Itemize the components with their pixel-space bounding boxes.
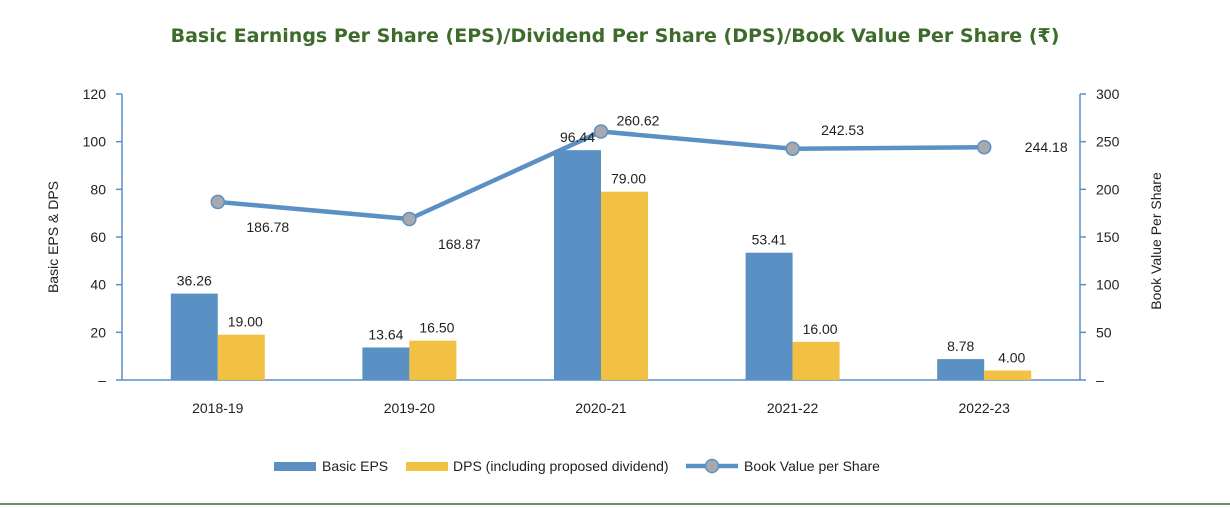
dps-value-label: 4.00: [998, 349, 1025, 365]
left-tick-label: 120: [83, 86, 107, 102]
data-labels: 36.26 13.64 96.44 53.41 8.78 19.00 16.50 79.00 1…: [177, 113, 1068, 366]
legend-swatch-marker: [704, 458, 720, 474]
dps-value-label: 79.00: [611, 171, 646, 187]
legend-label-eps: Basic EPS: [322, 458, 388, 474]
eps-bar: [362, 347, 410, 380]
eps-value-label: 96.44: [560, 129, 595, 145]
legend-label-book-value: Book Value per Share: [744, 458, 880, 474]
dps-bar: [984, 370, 1032, 380]
legend-swatch-dps: [406, 462, 448, 471]
book-value-label: 186.78: [246, 219, 289, 235]
book-value-label: 168.87: [438, 236, 481, 252]
left-tick-label: –: [98, 372, 106, 388]
eps-value-label: 13.64: [368, 326, 403, 342]
dps-value-label: 16.00: [803, 321, 838, 337]
dps-bar: [601, 191, 648, 380]
chart-legend: Basic EPS DPS (including proposed dividen…: [274, 458, 880, 474]
dps-value-label: 19.00: [228, 314, 263, 330]
x-tick-label: 2022-23: [959, 400, 1011, 416]
right-tick-label: –: [1096, 372, 1104, 388]
right-tick-label: 300: [1096, 86, 1120, 102]
line-marks: [210, 124, 992, 227]
left-tick-label: 40: [90, 277, 106, 293]
book-value-marker: [402, 211, 417, 227]
left-tick-label: 60: [90, 229, 106, 245]
x-tick-label: 2018-19: [192, 400, 244, 416]
book-value-marker: [785, 141, 800, 157]
book-value-label: 260.62: [617, 113, 660, 129]
eps-bar: [937, 359, 985, 380]
x-tick-label: 2019-20: [384, 400, 436, 416]
eps-value-label: 8.78: [947, 338, 974, 354]
book-value-label: 242.53: [821, 122, 864, 138]
eps-value-label: 36.26: [177, 273, 212, 289]
right-tick-label: 100: [1096, 277, 1120, 293]
chart-title: Basic Earnings Per Share (EPS)/Dividend …: [171, 25, 1060, 47]
eps-bar: [170, 293, 218, 380]
left-tick-label: 80: [90, 181, 106, 197]
right-tick-label: 150: [1096, 229, 1120, 245]
dps-bar: [217, 334, 265, 380]
right-tick-label: 50: [1096, 324, 1112, 340]
left-tick-label: 20: [90, 324, 106, 340]
eps-bar: [745, 252, 793, 380]
legend-label-dps: DPS (including proposed dividend): [453, 458, 669, 474]
book-value-marker: [593, 124, 609, 139]
x-tick-label: 2021-22: [767, 400, 819, 416]
bar-marks: [170, 150, 1032, 380]
chart-axes: – 20 40 60 80 100 120 – 50 100 150 200 250 300 2018-19…: [45, 86, 1164, 416]
right-tick-label: 250: [1096, 134, 1120, 150]
legend-swatch-eps: [274, 462, 316, 471]
eps-value-label: 53.41: [752, 232, 787, 248]
book-value-marker: [210, 194, 226, 210]
right-tick-label: 200: [1096, 181, 1120, 197]
book-value-label: 244.18: [1025, 139, 1068, 155]
eps-bar: [554, 150, 601, 380]
y-axis-label: Basic EPS & DPS: [45, 181, 61, 293]
dps-bar: [409, 340, 457, 380]
y2-axis-label: Book Value Per Share: [1148, 172, 1164, 310]
dps-bar: [792, 341, 840, 380]
dps-value-label: 16.50: [419, 320, 454, 336]
x-tick-label: 2020-21: [575, 400, 627, 416]
left-tick-label: 100: [83, 134, 107, 150]
book-value-marker: [976, 139, 992, 155]
